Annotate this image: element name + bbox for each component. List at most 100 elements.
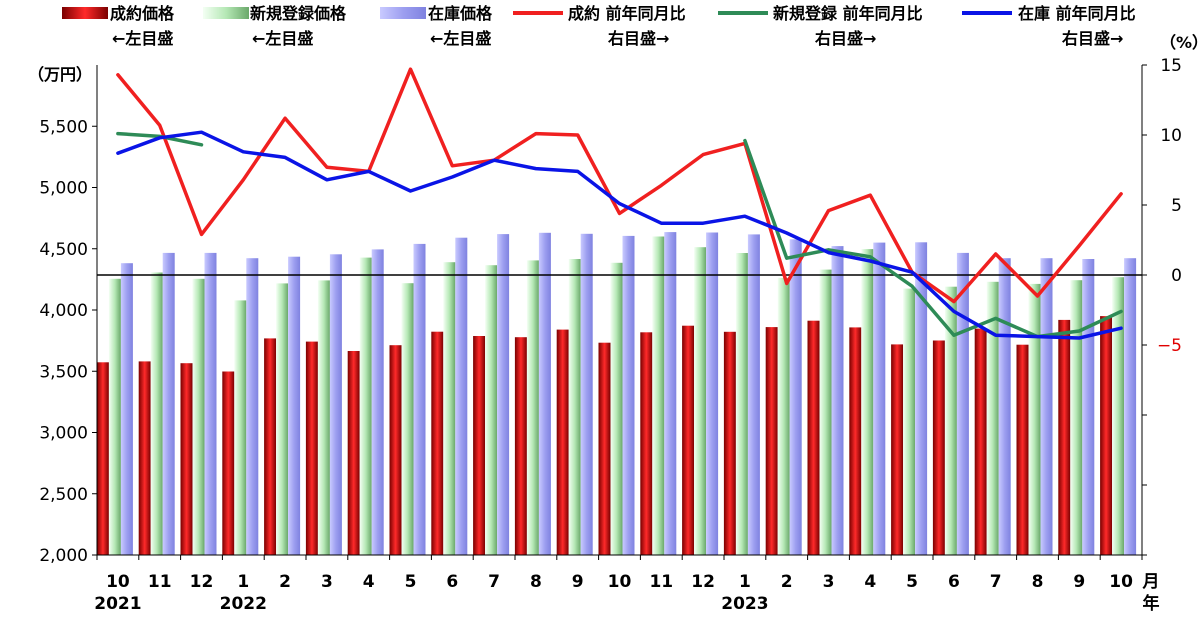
- bar-series2-8: [455, 237, 468, 555]
- x-tick-label: 10: [1109, 572, 1133, 592]
- x-tick-label: 6: [948, 572, 960, 592]
- bar-series0-23: [1058, 319, 1071, 555]
- x-tick-label: 5: [405, 572, 417, 592]
- left-tick-label: 3,000: [39, 424, 88, 444]
- bar-series1-5: [317, 280, 330, 555]
- x-tick-label: 4: [864, 572, 876, 592]
- left-axis-unit: （万円）: [28, 65, 92, 84]
- x-tick-label: 2: [781, 572, 793, 592]
- legend-item-2: 在庫価格 ←左目盛: [380, 4, 493, 48]
- bar-series1-6: [359, 257, 372, 555]
- left-tick-label: 5,500: [39, 117, 88, 137]
- right-tick-label: 10: [1160, 126, 1182, 146]
- line-series2: [116, 130, 1123, 340]
- bar-series1-4: [276, 283, 289, 555]
- bar-series1-23: [1070, 280, 1083, 555]
- bar-series1-13: [652, 236, 665, 555]
- right-tick-label: 0: [1171, 266, 1182, 286]
- bar-series2-4: [288, 256, 301, 555]
- bar-series2-9: [497, 234, 510, 555]
- bar-series1-2: [192, 278, 205, 555]
- bar-series0-19: [891, 344, 904, 555]
- bar-series2-16: [789, 239, 802, 556]
- bar-series1-7: [401, 283, 414, 555]
- left-tick-label: 4,000: [39, 301, 88, 321]
- left-tick-label: 2,500: [39, 485, 88, 505]
- bar-series0-9: [473, 336, 486, 555]
- legend-swatch: [62, 7, 108, 19]
- bar-series0-16: [765, 327, 778, 555]
- bar-series0-5: [305, 341, 318, 555]
- bar-series2-14: [706, 232, 719, 555]
- legend-label: 在庫価格: [428, 4, 493, 23]
- bar-series2-2: [204, 252, 217, 555]
- x-tick-label: 3: [823, 572, 835, 592]
- year-label: 2022: [220, 594, 267, 614]
- bar-series0-18: [849, 327, 862, 555]
- bar-series1-21: [986, 281, 999, 555]
- legend-sub-label: ←左目盛: [252, 29, 313, 48]
- bar-series1-22: [1028, 283, 1041, 555]
- bar-series0-2: [180, 363, 193, 555]
- bar-series2-12: [622, 235, 635, 555]
- bar-series0-8: [431, 331, 444, 555]
- month-unit: 月: [1142, 572, 1160, 592]
- bar-series0-14: [682, 325, 695, 555]
- bar-series0-6: [347, 351, 360, 555]
- bar-series2-19: [915, 242, 928, 556]
- bars-layer: [96, 232, 1137, 556]
- bar-series2-10: [538, 232, 551, 556]
- x-tick-label: 7: [990, 572, 1002, 592]
- bar-series2-6: [371, 249, 384, 555]
- bar-series1-11: [568, 259, 581, 555]
- x-tick-label: 10: [608, 572, 632, 592]
- bar-series2-5: [329, 254, 342, 556]
- bar-series2-15: [747, 234, 760, 555]
- bar-series2-1: [162, 252, 175, 555]
- x-tick-label: 8: [530, 572, 542, 592]
- bar-series2-3: [246, 258, 259, 555]
- right-axis-unit: （%）: [1160, 33, 1200, 52]
- bar-series1-17: [819, 269, 832, 555]
- legend-sub-label: 右目盛→: [815, 29, 876, 48]
- bar-series1-24: [1112, 277, 1125, 555]
- bar-series0-12: [598, 342, 611, 555]
- bar-series1-0: [108, 278, 121, 555]
- year-label: 2021: [94, 594, 141, 614]
- legend-sub-label: 右目盛→: [608, 29, 669, 48]
- legend-label: 新規登録 前年同月比: [773, 4, 923, 23]
- bar-series0-21: [974, 328, 987, 555]
- legend-label: 在庫 前年同月比: [1018, 4, 1136, 23]
- legend-item-0: 成約価格 ←左目盛: [62, 4, 175, 48]
- bar-series2-11: [580, 233, 593, 556]
- bar-series1-19: [903, 288, 916, 555]
- x-tick-label: 5: [906, 572, 918, 592]
- left-tick-label: 5,000: [39, 179, 88, 199]
- bar-series2-22: [1040, 258, 1053, 555]
- bar-series2-23: [1082, 259, 1095, 555]
- bar-series2-20: [956, 252, 969, 555]
- bar-series0-7: [389, 345, 402, 555]
- legend-item-1: 新規登録価格 ←左目盛: [203, 4, 347, 48]
- bar-series0-24: [1100, 316, 1113, 555]
- bar-series0-15: [723, 331, 736, 555]
- bar-series2-7: [413, 243, 426, 555]
- bar-series0-10: [514, 337, 527, 555]
- bar-series0-20: [932, 340, 945, 555]
- legend-sub-label: 右目盛→: [1062, 29, 1123, 48]
- x-tick-label: 9: [572, 572, 584, 592]
- bar-series0-13: [640, 332, 653, 555]
- left-tick-label: 4,500: [39, 240, 88, 260]
- x-tick-label: 6: [446, 572, 458, 592]
- legend-sub-label: ←左目盛: [430, 29, 491, 48]
- bar-series1-18: [861, 249, 874, 555]
- axes-layer: 2,000 2,500 3,000 3,500 4,000 4,500 5,000 5,500…: [39, 56, 1182, 566]
- right-tick-label: 5: [1171, 196, 1182, 216]
- bar-series1-9: [485, 265, 498, 555]
- bar-series2-18: [873, 242, 886, 555]
